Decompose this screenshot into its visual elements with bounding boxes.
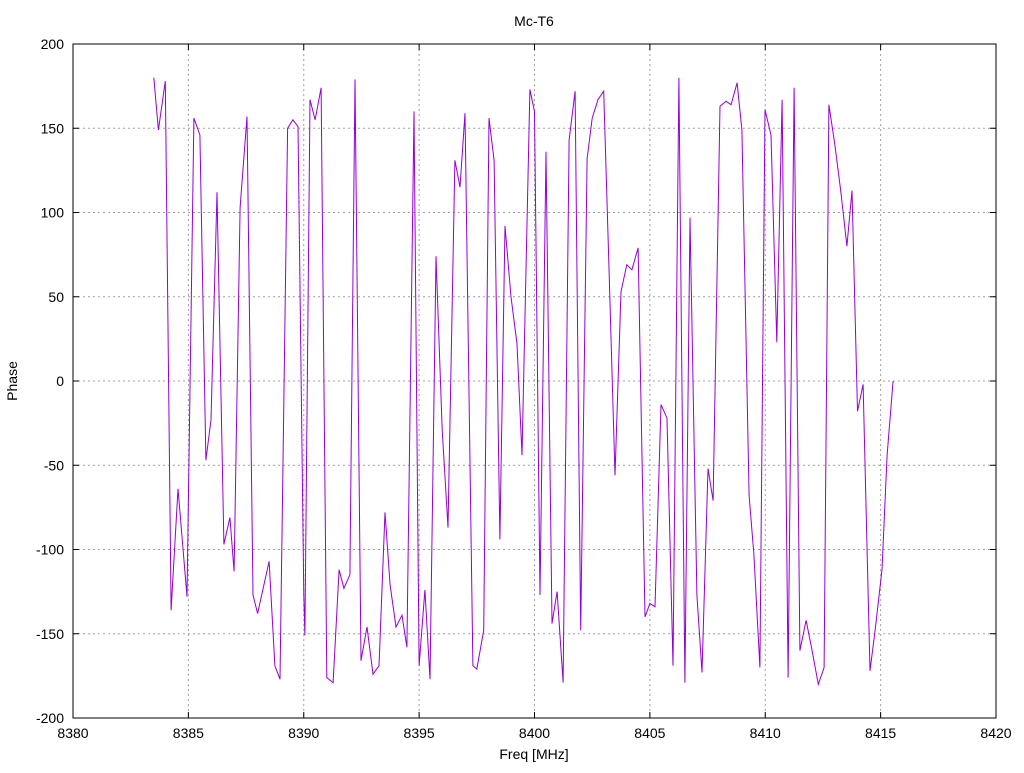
y-tick-label: 50: [48, 289, 64, 305]
chart-title: Mc-T6: [514, 13, 554, 29]
x-tick-label: 8410: [750, 725, 781, 741]
x-tick-label: 8405: [634, 725, 665, 741]
y-axis-label: Phase: [4, 361, 20, 401]
y-tick-label: 0: [56, 373, 64, 389]
x-tick-label: 8395: [404, 725, 435, 741]
x-axis-label: Freq [MHz]: [499, 746, 568, 762]
y-tick-label: -100: [36, 542, 64, 558]
y-tick-label: -150: [36, 626, 64, 642]
x-tick-label: 8390: [288, 725, 319, 741]
x-tick-label: 8385: [173, 725, 204, 741]
y-tick-label: -200: [36, 710, 64, 726]
x-tick-label: 8380: [57, 725, 88, 741]
y-tick-label: -50: [44, 457, 64, 473]
x-tick-label: 8415: [865, 725, 896, 741]
x-tick-label: 8400: [519, 725, 550, 741]
y-tick-label: 200: [41, 36, 65, 52]
x-tick-label: 8420: [980, 725, 1011, 741]
y-tick-label: 100: [41, 205, 65, 221]
y-tick-label: 150: [41, 120, 65, 136]
